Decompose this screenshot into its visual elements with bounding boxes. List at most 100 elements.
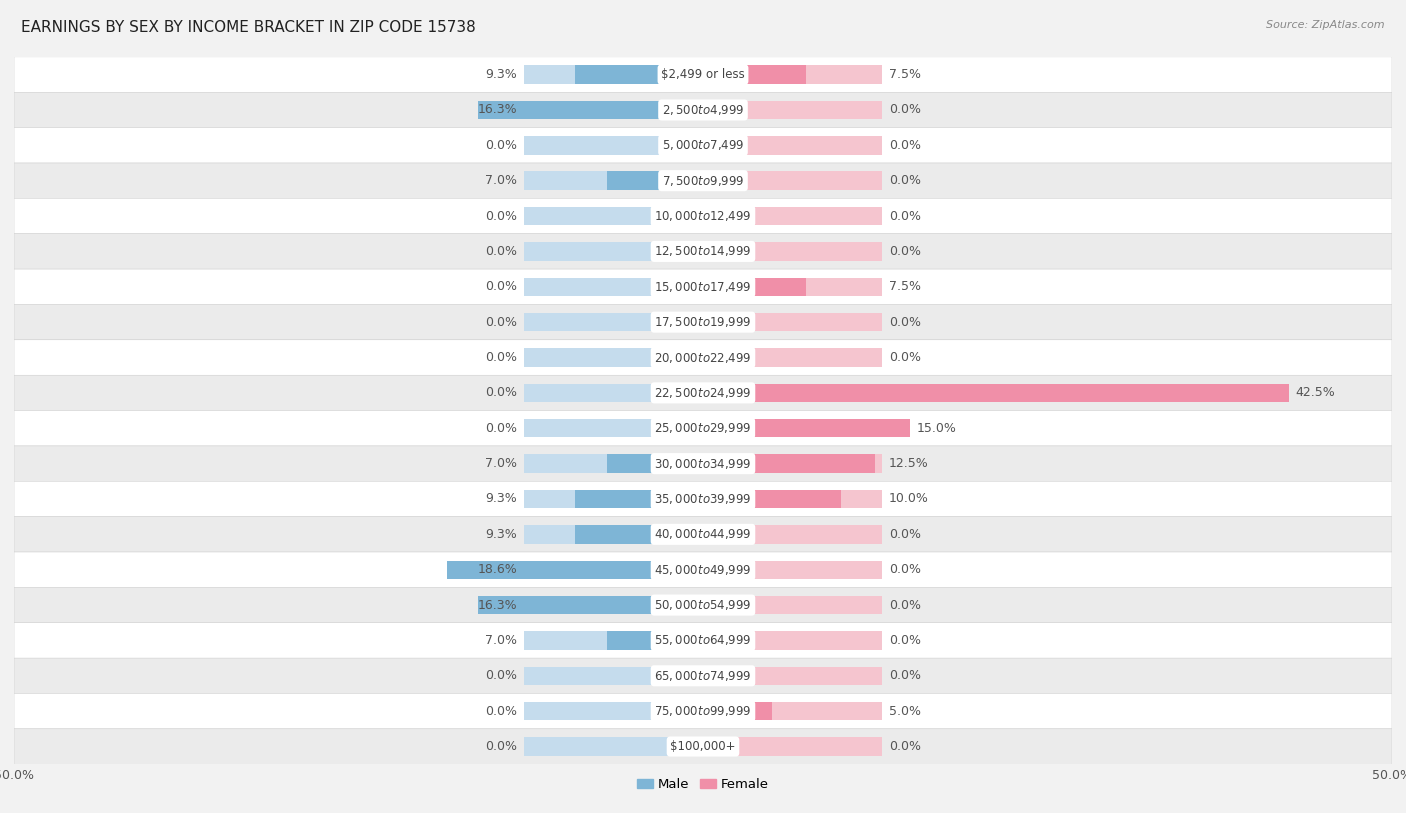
Bar: [524, 384, 703, 402]
Text: 16.3%: 16.3%: [478, 103, 517, 116]
FancyBboxPatch shape: [14, 446, 1392, 481]
Bar: [703, 65, 807, 84]
FancyBboxPatch shape: [14, 693, 1392, 729]
Bar: [524, 277, 703, 296]
FancyBboxPatch shape: [14, 304, 1392, 340]
FancyBboxPatch shape: [14, 233, 1392, 269]
Text: 0.0%: 0.0%: [485, 210, 517, 223]
Text: 10.0%: 10.0%: [889, 493, 929, 506]
FancyBboxPatch shape: [14, 623, 1392, 659]
Bar: [524, 136, 703, 154]
Text: 0.0%: 0.0%: [485, 740, 517, 753]
Bar: [703, 419, 910, 437]
Text: $50,000 to $54,999: $50,000 to $54,999: [654, 598, 752, 612]
Bar: [703, 560, 882, 579]
FancyBboxPatch shape: [14, 57, 1392, 92]
Text: 0.0%: 0.0%: [889, 139, 921, 152]
Text: $65,000 to $74,999: $65,000 to $74,999: [654, 669, 752, 683]
Bar: [524, 596, 703, 615]
Text: 7.5%: 7.5%: [889, 280, 921, 293]
Text: 9.3%: 9.3%: [485, 528, 517, 541]
Bar: [703, 313, 882, 332]
Bar: [703, 419, 882, 437]
Text: 0.0%: 0.0%: [485, 669, 517, 682]
Bar: [703, 631, 882, 650]
Text: $55,000 to $64,999: $55,000 to $64,999: [654, 633, 752, 647]
FancyBboxPatch shape: [14, 481, 1392, 517]
Text: 7.5%: 7.5%: [889, 68, 921, 81]
Bar: [703, 242, 882, 261]
Text: 0.0%: 0.0%: [485, 315, 517, 328]
Bar: [703, 384, 1289, 402]
Bar: [524, 737, 703, 756]
FancyBboxPatch shape: [14, 163, 1392, 198]
Text: 0.0%: 0.0%: [889, 634, 921, 647]
FancyBboxPatch shape: [14, 587, 1392, 623]
Bar: [703, 207, 882, 225]
Bar: [606, 631, 703, 650]
Bar: [575, 65, 703, 84]
Text: $2,500 to $4,999: $2,500 to $4,999: [662, 103, 744, 117]
Text: 0.0%: 0.0%: [485, 280, 517, 293]
Bar: [575, 525, 703, 544]
Text: 0.0%: 0.0%: [889, 669, 921, 682]
Bar: [703, 101, 882, 120]
Bar: [524, 313, 703, 332]
Text: 7.0%: 7.0%: [485, 457, 517, 470]
Text: 0.0%: 0.0%: [889, 245, 921, 258]
Bar: [703, 277, 807, 296]
Bar: [447, 560, 703, 579]
Bar: [524, 560, 703, 579]
Bar: [524, 489, 703, 508]
FancyBboxPatch shape: [14, 269, 1392, 304]
Bar: [703, 489, 841, 508]
Bar: [575, 489, 703, 508]
Text: 0.0%: 0.0%: [485, 139, 517, 152]
Bar: [524, 631, 703, 650]
Text: EARNINGS BY SEX BY INCOME BRACKET IN ZIP CODE 15738: EARNINGS BY SEX BY INCOME BRACKET IN ZIP…: [21, 20, 475, 35]
Text: $40,000 to $44,999: $40,000 to $44,999: [654, 528, 752, 541]
Text: 9.3%: 9.3%: [485, 493, 517, 506]
Bar: [524, 65, 703, 84]
Text: 0.0%: 0.0%: [485, 351, 517, 364]
Bar: [478, 101, 703, 120]
Bar: [703, 384, 882, 402]
Bar: [524, 101, 703, 120]
Text: 0.0%: 0.0%: [485, 386, 517, 399]
Text: 0.0%: 0.0%: [889, 174, 921, 187]
Text: 0.0%: 0.0%: [889, 315, 921, 328]
Bar: [524, 172, 703, 190]
Text: $45,000 to $49,999: $45,000 to $49,999: [654, 563, 752, 576]
Text: 16.3%: 16.3%: [478, 598, 517, 611]
FancyBboxPatch shape: [14, 659, 1392, 693]
Bar: [524, 667, 703, 685]
Bar: [703, 348, 882, 367]
Bar: [524, 702, 703, 720]
Text: 0.0%: 0.0%: [889, 351, 921, 364]
Bar: [703, 277, 882, 296]
Text: 15.0%: 15.0%: [917, 422, 956, 435]
Text: $100,000+: $100,000+: [671, 740, 735, 753]
Text: 0.0%: 0.0%: [889, 563, 921, 576]
FancyBboxPatch shape: [14, 552, 1392, 587]
Bar: [606, 172, 703, 190]
Text: $17,500 to $19,999: $17,500 to $19,999: [654, 315, 752, 329]
Text: 0.0%: 0.0%: [485, 245, 517, 258]
FancyBboxPatch shape: [14, 375, 1392, 411]
Text: $20,000 to $22,499: $20,000 to $22,499: [654, 350, 752, 364]
Text: $7,500 to $9,999: $7,500 to $9,999: [662, 174, 744, 188]
Bar: [703, 702, 882, 720]
Bar: [478, 596, 703, 615]
Text: $15,000 to $17,499: $15,000 to $17,499: [654, 280, 752, 293]
Bar: [703, 702, 772, 720]
Bar: [703, 65, 882, 84]
Bar: [703, 136, 882, 154]
Bar: [703, 737, 882, 756]
FancyBboxPatch shape: [14, 517, 1392, 552]
Bar: [524, 242, 703, 261]
FancyBboxPatch shape: [14, 128, 1392, 163]
Bar: [703, 172, 882, 190]
Text: 0.0%: 0.0%: [889, 598, 921, 611]
Legend: Male, Female: Male, Female: [631, 773, 775, 797]
Text: 9.3%: 9.3%: [485, 68, 517, 81]
